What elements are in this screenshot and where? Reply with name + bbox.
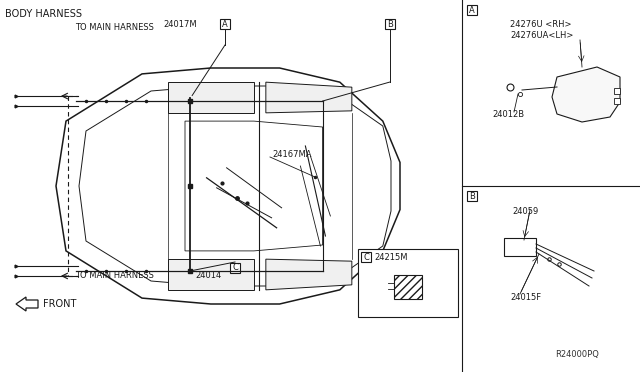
Polygon shape: [168, 82, 254, 113]
Text: C: C: [363, 253, 369, 262]
Bar: [385, 19, 395, 29]
Text: FRONT: FRONT: [43, 299, 76, 309]
Bar: [358, 249, 458, 317]
Text: 24012B: 24012B: [492, 109, 524, 119]
FancyArrow shape: [16, 297, 38, 311]
Bar: [504, 238, 536, 256]
Bar: [394, 275, 422, 299]
Text: A: A: [469, 6, 475, 15]
Text: 24015F: 24015F: [510, 292, 541, 301]
Text: 24167MA: 24167MA: [272, 150, 312, 158]
Polygon shape: [552, 67, 620, 122]
Bar: [361, 252, 371, 262]
Text: B: B: [387, 19, 393, 29]
Text: BODY HARNESS: BODY HARNESS: [5, 9, 82, 19]
Text: TO MAIN HARNESS: TO MAIN HARNESS: [75, 270, 154, 279]
Text: 24215M: 24215M: [374, 253, 408, 262]
PathPatch shape: [56, 68, 400, 304]
Bar: [467, 191, 477, 201]
Polygon shape: [266, 82, 352, 113]
Polygon shape: [266, 259, 352, 290]
Text: 24059: 24059: [512, 206, 538, 215]
Text: 24017M: 24017M: [163, 19, 196, 29]
Bar: [220, 19, 230, 29]
Polygon shape: [168, 259, 254, 290]
Text: C: C: [232, 263, 238, 273]
Bar: [230, 263, 240, 273]
Bar: [467, 5, 477, 15]
Bar: [614, 88, 620, 94]
Text: 24276UA<LH>: 24276UA<LH>: [510, 31, 573, 39]
Text: 24276U <RH>: 24276U <RH>: [510, 19, 572, 29]
Text: A: A: [222, 19, 228, 29]
Text: 24014: 24014: [195, 270, 221, 279]
Text: R24000PQ: R24000PQ: [555, 350, 599, 359]
Text: TO MAIN HARNESS: TO MAIN HARNESS: [75, 22, 154, 32]
Bar: [614, 98, 620, 104]
Text: B: B: [469, 192, 475, 201]
